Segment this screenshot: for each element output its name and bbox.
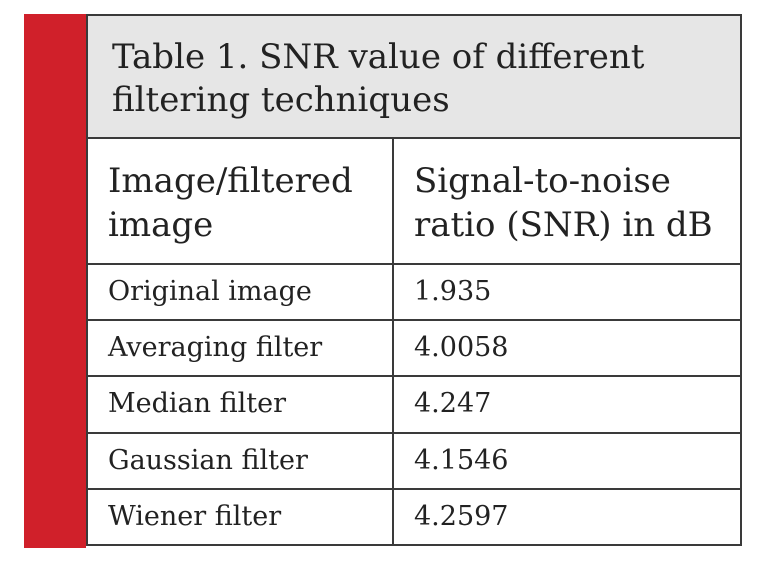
image-cell: Median filter bbox=[88, 377, 394, 432]
header-snr-line-1: Signal-to-noise bbox=[414, 161, 671, 201]
image-name: Original image bbox=[108, 276, 312, 307]
table-row: Averaging filter 4.0058 bbox=[88, 321, 740, 377]
snr-value: 4.2597 bbox=[414, 501, 509, 532]
snr-value: 1.935 bbox=[414, 276, 492, 307]
table-caption: Table 1. SNR value of different filterin… bbox=[88, 16, 740, 139]
table-header-row: Image/filtered image Signal-to-noise rat… bbox=[88, 139, 740, 265]
snr-cell: 4.1546 bbox=[394, 434, 740, 488]
header-image-line-1: Image/filtered bbox=[108, 161, 353, 201]
header-image-label: Image/filtered image bbox=[108, 159, 353, 247]
image-name: Median filter bbox=[108, 388, 286, 419]
snr-cell: 4.2597 bbox=[394, 490, 740, 544]
table-title: Table 1. SNR value of different filterin… bbox=[112, 36, 722, 122]
image-cell: Original image bbox=[88, 265, 394, 319]
image-cell: Averaging filter bbox=[88, 321, 394, 375]
table-title-line-1: Table 1. SNR value of different bbox=[112, 37, 645, 77]
snr-cell: 4.0058 bbox=[394, 321, 740, 375]
table-title-line-2: filtering techniques bbox=[112, 80, 450, 120]
image-cell: Wiener filter bbox=[88, 490, 394, 544]
table-row: Wiener filter 4.2597 bbox=[88, 490, 740, 544]
header-image-line-2: image bbox=[108, 205, 214, 245]
image-name: Averaging filter bbox=[108, 332, 323, 363]
snr-table: Table 1. SNR value of different filterin… bbox=[86, 14, 742, 546]
header-snr-line-2: ratio (SNR) in dB bbox=[414, 205, 713, 245]
accent-bar bbox=[24, 14, 86, 548]
snr-value: 4.0058 bbox=[414, 332, 509, 363]
snr-cell: 1.935 bbox=[394, 265, 740, 319]
image-name: Wiener filter bbox=[108, 501, 282, 532]
header-snr-label: Signal-to-noise ratio (SNR) in dB bbox=[414, 159, 713, 247]
snr-value: 4.247 bbox=[414, 388, 492, 419]
header-cell-image: Image/filtered image bbox=[88, 139, 394, 263]
snr-value: 4.1546 bbox=[414, 445, 509, 476]
table-row: Gaussian filter 4.1546 bbox=[88, 434, 740, 490]
header-cell-snr: Signal-to-noise ratio (SNR) in dB bbox=[394, 139, 740, 263]
image-cell: Gaussian filter bbox=[88, 434, 394, 488]
table-row: Original image 1.935 bbox=[88, 265, 740, 321]
snr-cell: 4.247 bbox=[394, 377, 740, 432]
image-name: Gaussian filter bbox=[108, 445, 308, 476]
table-row: Median filter 4.247 bbox=[88, 377, 740, 434]
